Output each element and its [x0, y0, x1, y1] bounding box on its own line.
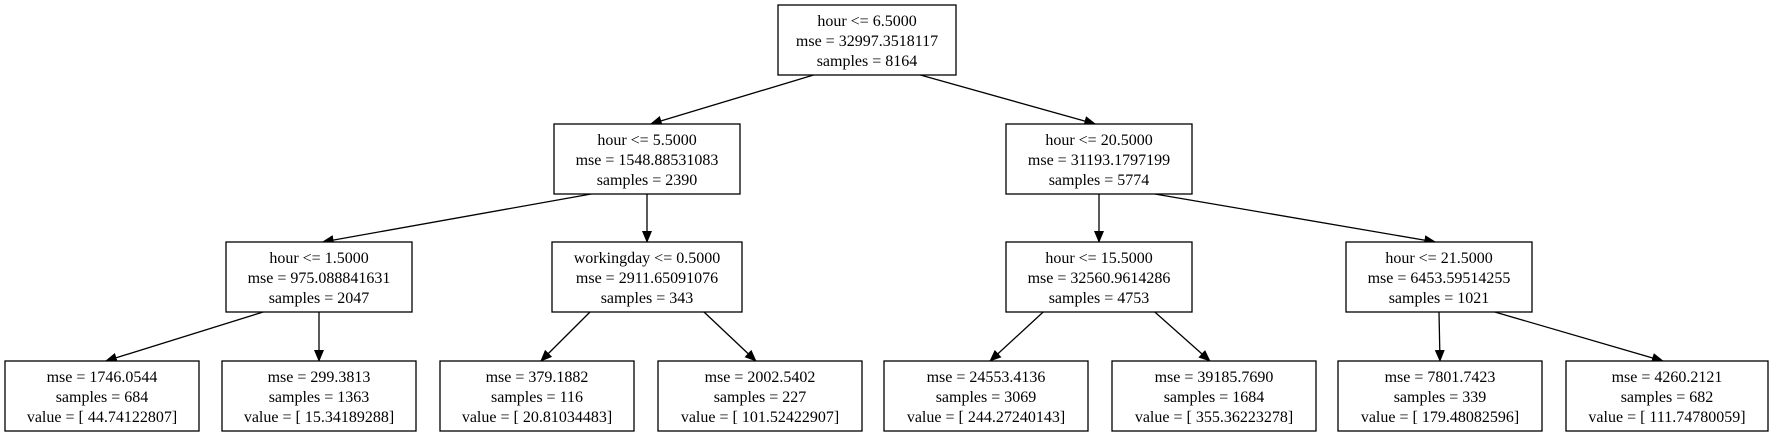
tree-node-n12: mse = 39185.7690 samples = 1684 value = [ …: [1111, 360, 1317, 432]
node-line: mse = 1746.0544: [47, 369, 158, 386]
node-box: [221, 360, 417, 432]
node-box: [4, 360, 200, 432]
edge-n5-n11: [989, 311, 1044, 362]
edge-n3-n7: [104, 311, 264, 363]
node-line: samples = 2390: [597, 172, 698, 189]
node-line: samples = 5774: [1049, 172, 1150, 189]
tree-node-n3: hour <= 1.5000 mse = 975.088841631 samples…: [225, 241, 413, 313]
node-line: samples = 4753: [1049, 290, 1150, 307]
node-line: hour <= 15.5000: [1045, 250, 1152, 267]
tree-node-n1: hour <= 5.5000 mse = 1548.88531083 samples…: [553, 123, 741, 195]
node-line: value = [ 244.27240143]: [907, 409, 1065, 426]
node-line: samples = 116: [491, 389, 583, 406]
node-line: value = [ 15.34189288]: [244, 409, 394, 426]
edge-n5-n12: [1154, 311, 1211, 362]
node-line: mse = 39185.7690: [1155, 369, 1274, 386]
node-line: value = [ 111.74780059]: [1588, 409, 1745, 426]
node-line: value = [ 179.48082596]: [1361, 409, 1519, 426]
tree-node-n6: hour <= 21.5000 mse = 6453.59514255 sample…: [1345, 241, 1533, 313]
node-box: [1345, 241, 1533, 313]
node-line: samples = 2047: [269, 290, 370, 307]
tree-node-n2: hour <= 20.5000 mse = 31193.1797199 sample…: [1005, 123, 1193, 195]
node-box: [553, 123, 741, 195]
node-line: value = [ 44.74122807]: [27, 409, 177, 426]
edge-n4-n9: [540, 311, 591, 362]
node-line: samples = 1684: [1164, 389, 1265, 406]
node-box: [1337, 360, 1543, 432]
node-box: [1005, 123, 1193, 195]
node-line: hour <= 20.5000: [1045, 132, 1152, 149]
edge-n4-n10: [703, 311, 757, 362]
tree-node-n5: hour <= 15.5000 mse = 32560.9614286 sample…: [1005, 241, 1193, 313]
tree-node-n11: mse = 24553.4136 samples = 3069 value = [ …: [883, 360, 1089, 432]
tree-node-n14: mse = 4260.2121 samples = 682 value = [ 11…: [1565, 360, 1769, 432]
edge-n6-n14: [1494, 311, 1664, 363]
node-line: hour <= 1.5000: [269, 250, 368, 267]
node-line: samples = 8164: [817, 53, 918, 70]
node-box: [777, 4, 957, 76]
node-line: mse = 32560.9614286: [1028, 270, 1171, 287]
node-box: [1565, 360, 1769, 432]
edges-layer: [104, 74, 1664, 363]
node-line: samples = 1363: [269, 389, 370, 406]
node-line: mse = 1548.88531083: [576, 152, 719, 169]
node-line: samples = 682: [1621, 389, 1714, 406]
node-box: [657, 360, 863, 432]
tree-node-n4: workingday <= 0.5000 mse = 2911.65091076 s…: [551, 241, 743, 313]
node-box: [1111, 360, 1317, 432]
node-line: value = [ 101.52422907]: [681, 409, 839, 426]
node-box: [1005, 241, 1193, 313]
node-line: samples = 227: [714, 389, 807, 406]
node-box: [225, 241, 413, 313]
node-box: [439, 360, 635, 432]
edge-n1-n3: [321, 193, 592, 245]
node-line: workingday <= 0.5000: [574, 250, 720, 267]
node-line: value = [ 355.36223278]: [1135, 409, 1293, 426]
edge-n0-n1: [649, 74, 814, 126]
node-line: mse = 379.1882: [486, 369, 589, 386]
tree-node-n13: mse = 7801.7423 samples = 339 value = [ 17…: [1337, 360, 1543, 432]
node-line: samples = 684: [56, 389, 149, 406]
tree-node-n0: hour <= 6.5000 mse = 32997.3518117 samples…: [777, 4, 957, 76]
node-line: mse = 6453.59514255: [1368, 270, 1511, 287]
node-line: mse = 4260.2121: [1612, 369, 1723, 386]
tree-node-n7: mse = 1746.0544 samples = 684 value = [ 44…: [4, 360, 200, 432]
node-box: [551, 241, 743, 313]
node-box: [883, 360, 1089, 432]
node-line: mse = 31193.1797199: [1028, 152, 1170, 169]
node-line: samples = 3069: [936, 389, 1037, 406]
node-line: mse = 2911.65091076: [576, 270, 718, 287]
node-line: hour <= 21.5000: [1385, 250, 1492, 267]
node-line: samples = 339: [1394, 389, 1487, 406]
node-line: samples = 1021: [1389, 290, 1490, 307]
node-line: mse = 7801.7423: [1385, 369, 1496, 386]
edge-n0-n2: [920, 74, 1097, 126]
edge-n6-n13: [1434, 311, 1445, 362]
node-line: mse = 24553.4136: [927, 369, 1046, 386]
node-line: mse = 2002.5402: [705, 369, 816, 386]
node-line: mse = 299.3813: [268, 369, 371, 386]
node-line: samples = 343: [601, 290, 694, 307]
node-line: mse = 32997.3518117: [796, 33, 938, 50]
node-line: value = [ 20.81034483]: [462, 409, 612, 426]
edge-n2-n6: [1154, 193, 1437, 246]
node-line: mse = 975.088841631: [248, 270, 391, 287]
tree-node-n8: mse = 299.3813 samples = 1363 value = [ 15…: [221, 360, 417, 432]
node-line: hour <= 6.5000: [817, 13, 916, 30]
nodes-layer: hour <= 6.5000 mse = 32997.3518117 samples…: [4, 4, 1769, 432]
tree-node-n9: mse = 379.1882 samples = 116 value = [ 20.…: [439, 360, 635, 432]
tree-node-n10: mse = 2002.5402 samples = 227 value = [ 10…: [657, 360, 863, 432]
node-line: hour <= 5.5000: [597, 132, 696, 149]
